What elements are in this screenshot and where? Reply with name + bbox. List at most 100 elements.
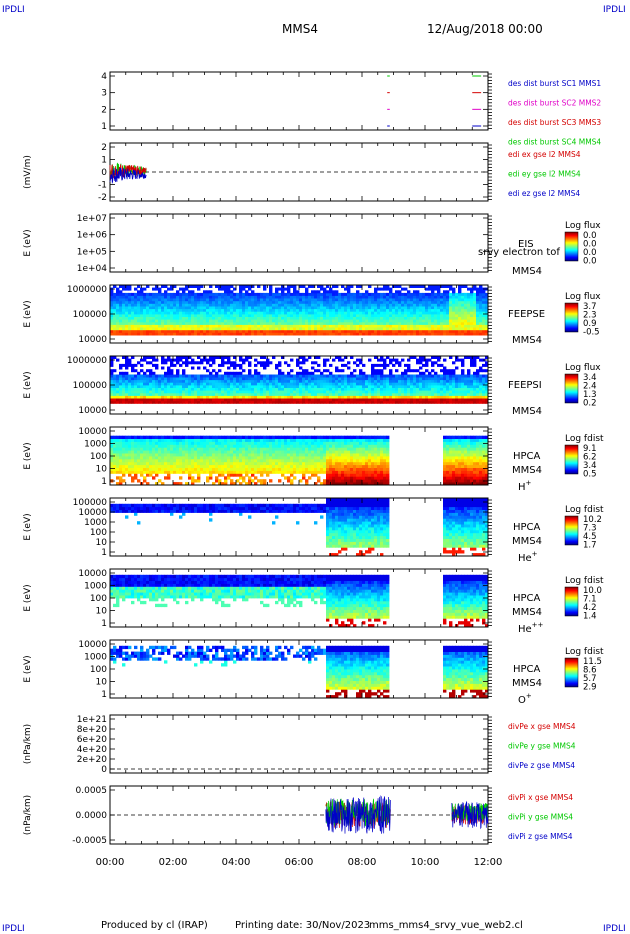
spectrogram-cell xyxy=(149,464,153,468)
spectrogram-cell xyxy=(371,371,375,375)
spectrogram-cell xyxy=(182,447,186,451)
spectrogram-cell xyxy=(404,395,408,399)
spectrogram-cell xyxy=(434,390,438,394)
spectrogram-cell xyxy=(476,319,480,323)
spectrogram-cell xyxy=(416,398,420,402)
spectrogram-cell xyxy=(221,392,225,396)
spectrogram-cell xyxy=(173,390,177,394)
spectrogram-cell xyxy=(449,327,453,331)
spectrogram-cell xyxy=(146,482,150,486)
spectrogram-cell xyxy=(236,390,240,394)
spectrogram-cell xyxy=(212,444,216,448)
spectrogram-cell xyxy=(374,377,378,381)
spectrogram-cell xyxy=(149,324,153,328)
spectrogram-cell xyxy=(206,447,210,451)
spectrogram-cell xyxy=(410,321,414,325)
spectrogram-cell xyxy=(209,300,213,304)
spectrogram-cell xyxy=(440,329,444,333)
spectrogram-cell xyxy=(308,329,312,333)
spectrogram-cell xyxy=(224,306,228,310)
spectrogram-cell xyxy=(110,329,114,333)
spectrogram-cell xyxy=(419,356,423,359)
spectrogram-cell xyxy=(461,387,465,391)
spectrogram-cell xyxy=(125,385,129,388)
spectrogram-cell xyxy=(110,316,114,320)
spectrogram-cell xyxy=(200,311,204,315)
spectrogram-cell xyxy=(413,314,417,317)
spectrogram-cell xyxy=(275,321,279,325)
spectrogram-cell xyxy=(146,390,150,394)
spectrogram-cell xyxy=(332,332,336,336)
spectrogram-cell xyxy=(245,316,249,320)
spectrogram-cell xyxy=(425,327,429,331)
spectrogram-cell xyxy=(221,285,225,288)
spectrogram-cell xyxy=(398,303,402,307)
spectrogram-cell xyxy=(449,321,453,325)
spectrogram-cell xyxy=(194,435,198,439)
spectrogram-cell xyxy=(401,390,405,394)
spectrogram-cell xyxy=(215,314,219,317)
spectrogram-cell xyxy=(464,319,468,323)
spectrogram-cell xyxy=(239,398,243,402)
spectrogram-cell xyxy=(374,303,378,307)
spectrogram-cell xyxy=(239,356,243,359)
spectrogram-cell xyxy=(251,395,255,399)
spectrogram-cell xyxy=(140,377,144,381)
spectrogram-cell xyxy=(230,371,234,375)
spectrogram-cell xyxy=(386,303,390,307)
spectrogram-cell xyxy=(215,447,219,451)
spectrogram-cell xyxy=(368,319,372,323)
spectrogram-cell xyxy=(122,306,126,310)
spectrogram-cell xyxy=(218,390,222,394)
spectrogram-cell xyxy=(248,324,252,328)
spectrogram-cell xyxy=(242,308,246,312)
spectrogram-cell xyxy=(212,482,216,486)
spectrogram-cell xyxy=(152,476,156,480)
spectrogram-cell xyxy=(209,390,213,394)
spectrogram-cell xyxy=(188,458,192,463)
spectrogram-cell xyxy=(203,392,207,396)
spectrogram-cell xyxy=(152,444,156,448)
spectrogram-cell xyxy=(209,444,213,448)
spectrogram-cell xyxy=(467,327,471,331)
spectrogram-cell xyxy=(116,287,120,291)
spectrogram-cell xyxy=(338,319,342,323)
spectrogram-cell xyxy=(215,356,219,359)
spectrogram-cell xyxy=(428,374,432,378)
spectrogram-cell xyxy=(410,292,414,296)
spectrogram-cell xyxy=(443,327,447,331)
spectrogram-cell xyxy=(362,392,366,396)
spectrogram-cell xyxy=(284,392,288,396)
spectrogram-cell xyxy=(344,363,348,367)
spectrogram-cell xyxy=(116,398,120,402)
spectrogram-cell xyxy=(272,398,276,402)
spectrogram-cell xyxy=(158,374,162,378)
spectrogram-cell xyxy=(344,311,348,315)
spectrogram-cell xyxy=(374,321,378,325)
spectrogram-cell xyxy=(125,361,129,365)
spectrogram-cell xyxy=(170,374,174,378)
spectrogram-cell xyxy=(371,398,375,402)
spectrogram-cell xyxy=(110,369,114,373)
spectrogram-cell xyxy=(428,371,432,375)
spectrogram-cell xyxy=(422,285,426,288)
spectrogram-cell xyxy=(398,324,402,328)
spectrogram-cell xyxy=(371,306,375,310)
spectrogram-cell xyxy=(311,382,315,386)
spectrogram-cell xyxy=(266,392,270,396)
spectrogram-cell xyxy=(206,306,210,310)
spectrogram-cell xyxy=(263,382,267,386)
spectrogram-cell xyxy=(290,377,294,381)
panel-0-frame xyxy=(109,71,489,131)
spectrogram-cell xyxy=(218,470,222,474)
spectrogram-cell xyxy=(260,300,264,304)
spectrogram-cell xyxy=(152,450,156,454)
spectrogram-cell xyxy=(221,398,225,402)
spectrogram-cell xyxy=(197,311,201,315)
spectrogram-cell xyxy=(164,300,168,304)
spectrogram-cell xyxy=(110,324,114,328)
spectrogram-cell xyxy=(464,300,468,304)
spectrogram-cell xyxy=(179,314,183,317)
spectrogram-cell xyxy=(113,324,117,328)
spectrogram-cell xyxy=(191,298,195,302)
